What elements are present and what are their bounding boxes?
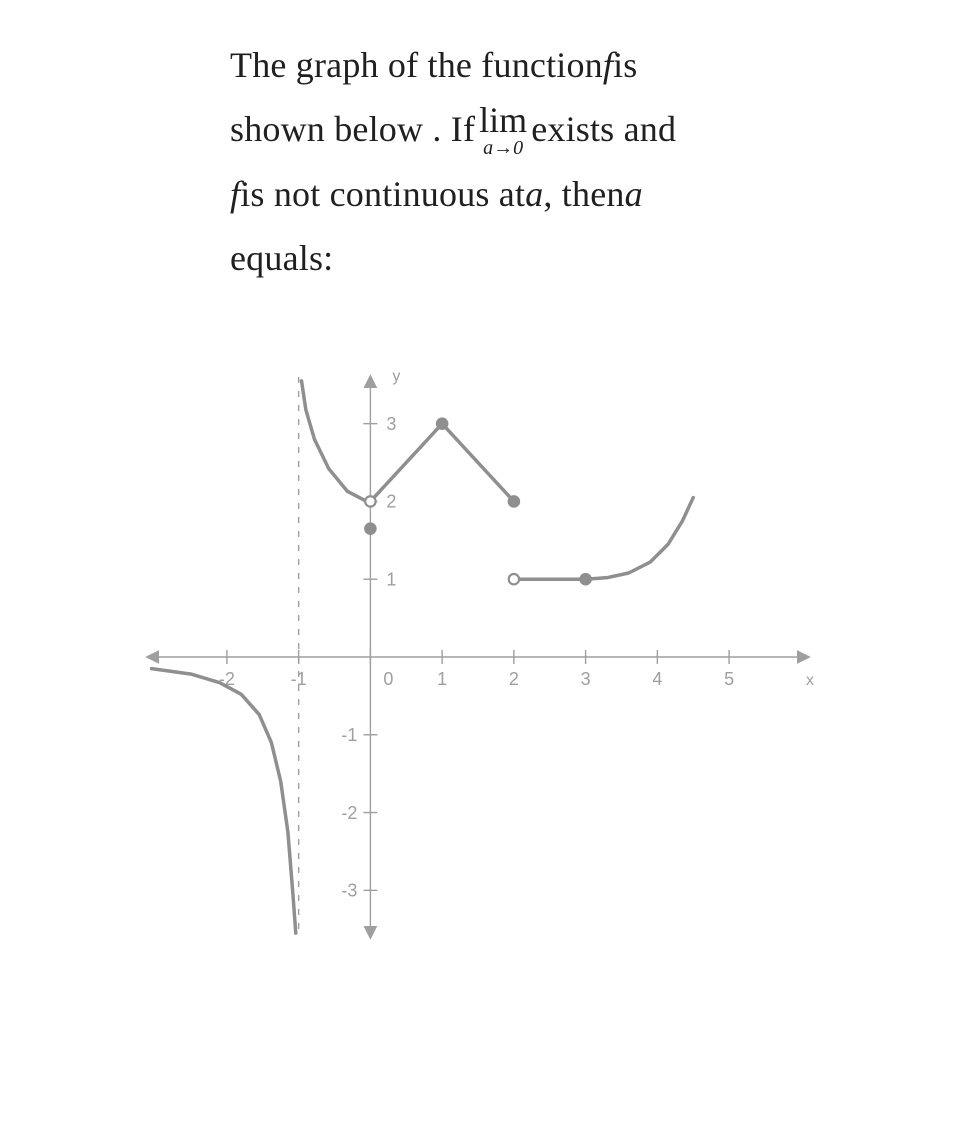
limit-expr: lim a→0 [479,105,527,159]
closed-point [580,574,590,584]
page: The graph of the function f is shown bel… [0,0,955,987]
y-tick-label: 2 [386,492,396,512]
text: shown below . If [230,100,475,158]
lim-top: lim [479,105,527,136]
origin-label: 0 [383,669,393,689]
curve-segment [513,498,692,580]
var-f: f [230,165,240,223]
closed-point [436,419,446,429]
curve-segment [151,669,295,933]
curve-segment [370,424,442,502]
text: equals: [230,229,333,287]
open-point [508,574,518,584]
problem-statement: The graph of the function f is shown bel… [55,36,900,287]
x-axis-label: x [806,672,814,689]
closed-point [365,524,375,534]
line-1: The graph of the function f is [230,36,890,94]
x-tick-label: 3 [580,669,590,689]
text: , then [543,165,624,223]
y-tick-label: -1 [341,725,357,745]
text: is [613,36,637,94]
x-tick-label: 5 [724,669,734,689]
y-axis-label: y [392,368,400,385]
line-4: equals: [230,229,890,287]
function-graph: -2-1123450-3-2-1123yx [118,357,838,957]
y-tick-label: -3 [341,881,357,901]
var-f: f [603,36,613,94]
y-tick-label: 3 [386,414,396,434]
text: The graph of the function [230,36,603,94]
curve-segment [442,424,514,502]
curve-segment [301,381,370,502]
text: exists and [531,100,676,158]
x-tick-label: 2 [508,669,518,689]
graph-container: -2-1123450-3-2-1123yx [55,357,900,957]
lim-sub: a→0 [483,138,523,159]
y-tick-label: -2 [341,803,357,823]
line-2: shown below . If lim a→0 exists and [230,100,890,158]
var-a: a [525,165,543,223]
open-point [365,496,375,506]
text: is not continuous at [240,165,525,223]
closed-point [508,496,518,506]
x-tick-label: 1 [437,669,447,689]
line-3: f is not continuous at a , then a [230,165,890,223]
y-tick-label: 1 [386,570,396,590]
x-tick-label: 4 [652,669,662,689]
var-a: a [625,165,643,223]
